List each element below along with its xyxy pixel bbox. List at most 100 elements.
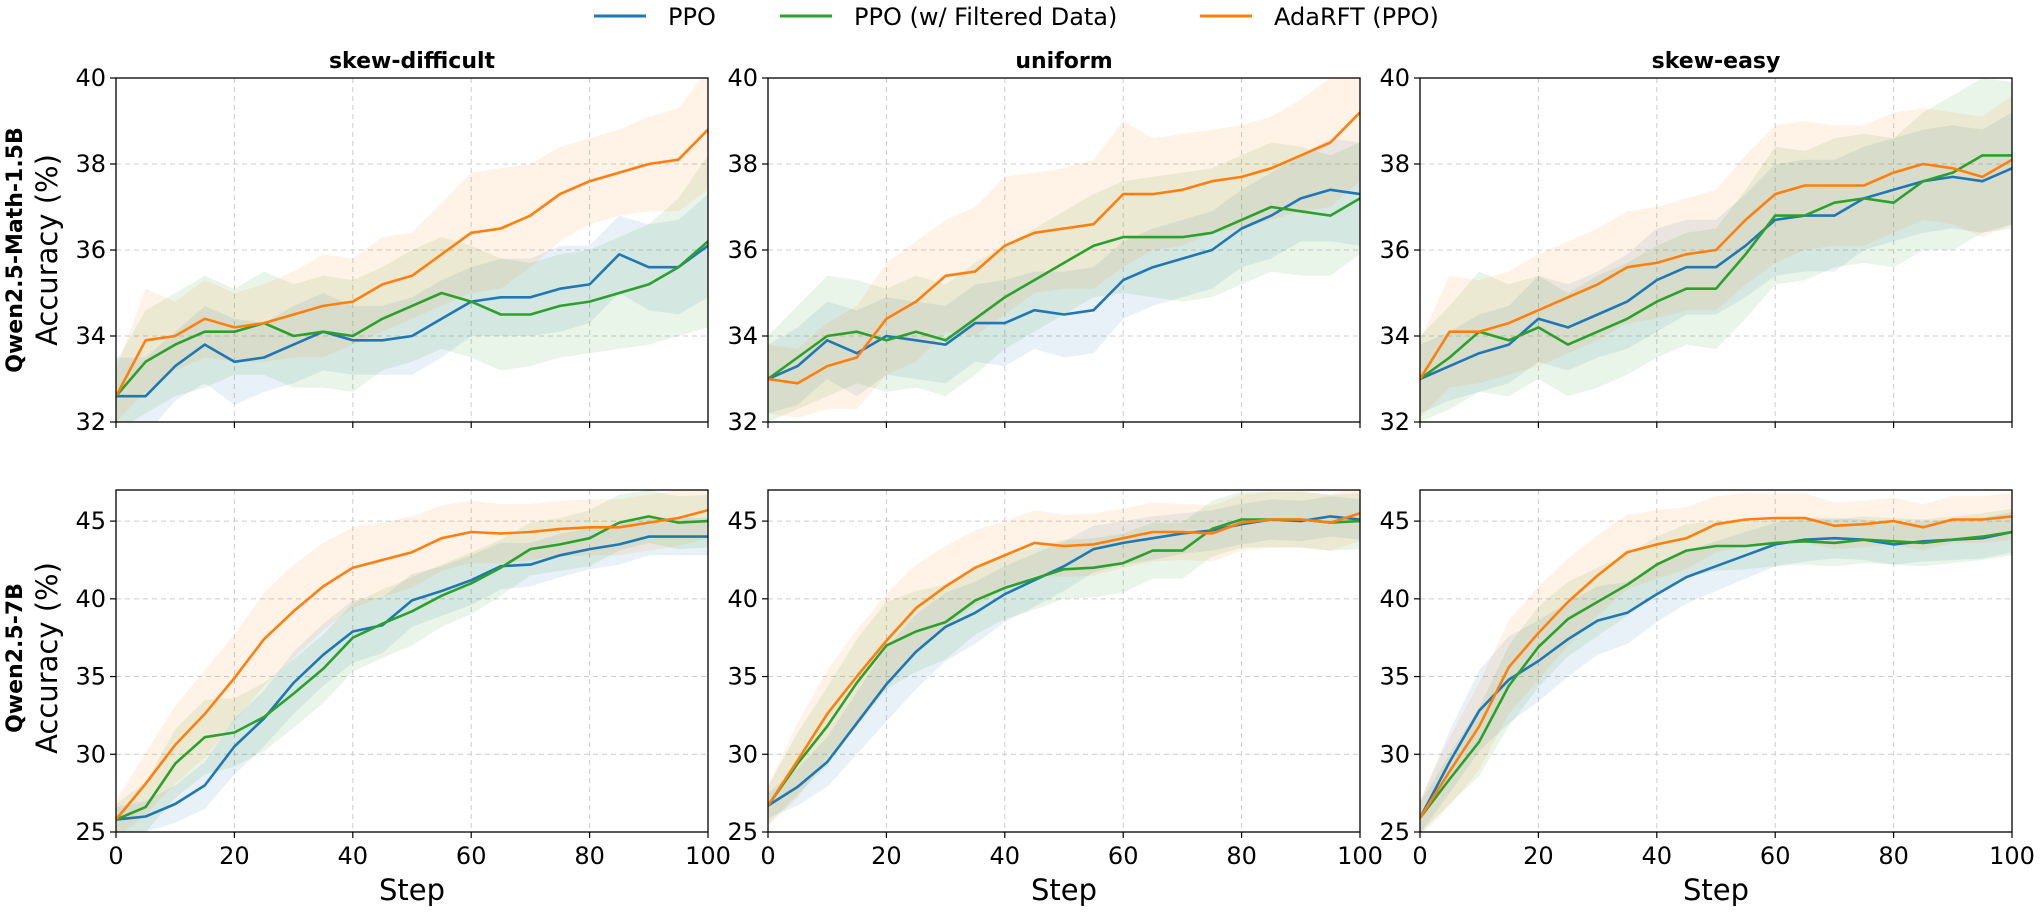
plot-area xyxy=(768,78,1360,422)
plot-area xyxy=(768,490,1360,826)
y-tick-label: 36 xyxy=(727,236,758,264)
legend-label-adarft: AdaRFT (PPO) xyxy=(1274,3,1439,31)
y-tick-label: 30 xyxy=(727,740,758,768)
band-ppo-w-filtered-data xyxy=(116,155,708,422)
col-title-uniform: uniform xyxy=(1015,49,1112,74)
panel-1-skew-easy: 32 34 36 38 40 xyxy=(1379,64,2013,436)
line-ppo-w-filtered-data xyxy=(768,197,1360,381)
plot-area xyxy=(1420,78,2012,422)
y-axis-label-row-2: Accuracy (%) xyxy=(30,562,64,754)
y-tick-label: 25 xyxy=(727,818,758,846)
y-tick-label: 32 xyxy=(1379,408,1410,436)
plot-area xyxy=(116,490,708,832)
panel-2-skew-easy: 25 30 35 40 45 0 20 40 60 80 100 xyxy=(1379,489,2035,870)
band-ppo xyxy=(768,138,1360,414)
band-ppo-w-filtered-data xyxy=(768,491,1360,825)
y-tick-label: 25 xyxy=(1379,818,1410,846)
y-tick-label: 30 xyxy=(75,740,106,768)
row-title-qwen-math-1-5b: Qwen2.5-Math-1.5B xyxy=(3,127,28,373)
y-tick-label: 40 xyxy=(1379,64,1410,92)
x-tick-label: 80 xyxy=(574,842,605,870)
x-tick-label: 40 xyxy=(1642,842,1673,870)
line-adarft-ppo xyxy=(768,111,1360,385)
x-axis-label-col-1: Step xyxy=(379,873,445,907)
x-tick-label: 80 xyxy=(1226,842,1257,870)
band-ppo-w-filtered-data xyxy=(116,490,708,832)
x-tick-label: 40 xyxy=(990,842,1021,870)
band-ppo xyxy=(116,518,708,832)
y-tick-label: 40 xyxy=(75,585,106,613)
panel-1-skew-difficult: 32 34 36 38 40 xyxy=(75,64,709,436)
x-tick-label: 20 xyxy=(871,842,902,870)
x-tick-label: 0 xyxy=(1412,842,1427,870)
x-tick-label: 100 xyxy=(685,842,731,870)
x-tick-label: 40 xyxy=(338,842,369,870)
y-tick-label: 34 xyxy=(727,322,758,350)
line-adarft-ppo xyxy=(768,512,1360,807)
panel-2-skew-difficult: 25 30 35 40 45 0 20 40 60 80 100 xyxy=(75,489,731,870)
row-title-qwen-7b: Qwen2.5-7B xyxy=(3,583,28,733)
y-tick-label: 40 xyxy=(75,64,106,92)
band-ppo xyxy=(116,194,708,422)
legend-label-ppo-filtered: PPO (w/ Filtered Data) xyxy=(854,3,1117,31)
band-adarft-ppo xyxy=(116,490,708,832)
y-tick-label: 40 xyxy=(1379,585,1410,613)
y-tick-label: 45 xyxy=(1379,507,1410,535)
line-adarft-ppo xyxy=(1420,515,2012,819)
line-ppo-w-filtered-data xyxy=(1420,530,2012,819)
line-adarft-ppo xyxy=(116,128,708,397)
x-tick-label: 20 xyxy=(219,842,250,870)
band-adarft-ppo xyxy=(768,490,1360,826)
col-title-skew-difficult: skew-difficult xyxy=(329,49,496,74)
line-adarft-ppo xyxy=(116,508,708,821)
axes-frame xyxy=(115,489,709,833)
y-tick-label: 38 xyxy=(75,150,106,178)
y-tick-label: 38 xyxy=(1379,150,1410,178)
band-ppo-w-filtered-data xyxy=(768,142,1360,422)
line-ppo xyxy=(768,188,1360,381)
y-tick-label: 38 xyxy=(727,150,758,178)
y-tick-label: 34 xyxy=(75,322,106,350)
axes-frame xyxy=(767,489,1361,833)
y-tick-label: 36 xyxy=(75,236,106,264)
axes-frame xyxy=(1419,489,2013,833)
band-adarft-ppo xyxy=(1420,95,2012,418)
y-tick-label: 32 xyxy=(75,408,106,436)
y-tick-label: 40 xyxy=(727,585,758,613)
line-ppo xyxy=(116,535,708,821)
panel-1-uniform: 32 34 36 38 40 xyxy=(727,64,1361,436)
band-adarft-ppo xyxy=(116,78,708,422)
y-tick-label: 45 xyxy=(727,507,758,535)
y-tick-label: 35 xyxy=(75,663,106,691)
x-tick-label: 0 xyxy=(108,842,123,870)
y-tick-label: 40 xyxy=(727,64,758,92)
line-ppo xyxy=(116,244,708,398)
legend: PPO PPO (w/ Filtered Data) AdaRFT (PPO) xyxy=(594,3,1439,31)
y-tick-label: 35 xyxy=(1379,663,1410,691)
x-tick-label: 60 xyxy=(1108,842,1139,870)
chart-panels: 32 34 36 38 40 32 34 36 38 40 32 34 36 38 40 25 30 35 40 45… xyxy=(75,64,2035,870)
band-adarft-ppo xyxy=(1420,493,2012,832)
y-tick-label: 36 xyxy=(1379,236,1410,264)
x-axis-label-col-3: Step xyxy=(1683,873,1749,907)
y-tick-label: 45 xyxy=(75,507,106,535)
line-adarft-ppo xyxy=(1420,158,2012,380)
line-ppo-w-filtered-data xyxy=(1420,154,2012,381)
x-tick-label: 0 xyxy=(760,842,775,870)
band-ppo xyxy=(1420,112,2012,414)
plot-area xyxy=(116,78,708,422)
x-tick-label: 60 xyxy=(456,842,487,870)
y-tick-label: 35 xyxy=(727,663,758,691)
x-tick-label: 100 xyxy=(1989,842,2035,870)
x-tick-label: 80 xyxy=(1878,842,1909,870)
x-tick-label: 20 xyxy=(1523,842,1554,870)
y-tick-label: 34 xyxy=(1379,322,1410,350)
y-tick-label: 30 xyxy=(1379,740,1410,768)
x-tick-label: 100 xyxy=(1337,842,1383,870)
line-ppo-w-filtered-data xyxy=(116,240,708,398)
legend-label-ppo: PPO xyxy=(668,3,716,31)
x-tick-label: 60 xyxy=(1760,842,1791,870)
col-title-skew-easy: skew-easy xyxy=(1652,49,1781,74)
band-ppo-w-filtered-data xyxy=(1420,508,2012,832)
